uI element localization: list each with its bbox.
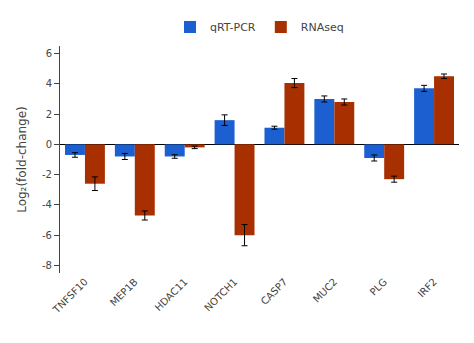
svg-text:-4: -4 [42,199,52,210]
svg-text:4: 4 [46,78,52,89]
svg-text:MUC2: MUC2 [311,276,339,304]
svg-text:TNFSF10: TNFSF10 [50,276,90,316]
svg-text:0: 0 [46,139,52,150]
svg-text:IRF2: IRF2 [416,276,439,299]
svg-text:CASP7: CASP7 [259,276,290,307]
svg-text:6: 6 [46,48,52,59]
svg-text:NOTCH1: NOTCH1 [202,276,239,313]
svg-text:RNAseq: RNAseq [301,21,344,34]
svg-text:HDAC11: HDAC11 [153,276,190,313]
svg-text:MEP1B: MEP1B [108,276,140,308]
svg-text:PLG: PLG [368,276,389,297]
svg-text:-6: -6 [42,230,52,241]
svg-text:-8: -8 [42,260,52,271]
svg-text:Log₂(fold-change): Log₂(fold-change) [15,106,29,213]
svg-text:2: 2 [46,109,52,120]
svg-text:-2: -2 [42,169,52,180]
svg-text:qRT-PCR: qRT-PCR [210,21,256,34]
